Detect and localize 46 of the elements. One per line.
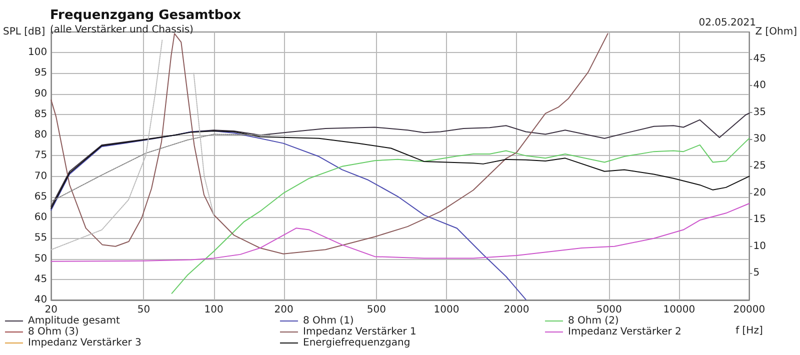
x-tick-label: 200 [274,304,294,316]
legend-label: Amplitude gesamt [28,316,120,326]
y2-tick-label: 25 [753,160,766,172]
legend-label: Impedanz Verstärker 1 [303,326,416,338]
y2-tick-label: 35 [753,106,766,118]
y-tick-label: 95 [34,68,48,79]
legend-label: 8 Ohm (3) [28,326,79,338]
y2-tick-label: 5 [753,268,760,279]
legend-label: Energiefrequenzgang [303,338,410,348]
legend-label: 8 Ohm (2) [568,316,619,326]
legend-label: 8 Ohm (1) [303,316,354,326]
x-tick-label: 20 [44,304,58,316]
y-tick-label: 100 [28,47,48,58]
y-tick-label: 75 [34,150,48,162]
chart-title: Frequenzgang Gesamtbox [50,8,242,23]
x-tick-label: 2000 [504,304,530,316]
y-tick-label: 40 [34,294,48,306]
y2-tick-label: 40 [753,80,766,92]
y2-tick-label: 20 [753,187,766,198]
x-tick-label: 100 [204,304,224,316]
x-tick-label: 500 [366,304,386,316]
y-tick-label: 65 [34,191,48,202]
x-tick-label: 20000 [733,304,766,316]
y-tick-label: 45 [34,274,48,285]
y-tick-label: 60 [34,212,48,224]
y-tick-label: 70 [34,170,48,182]
x-axis-title: f [Hz] [736,326,763,336]
y2-tick-label: 45 [753,53,766,64]
y-tick-label: 85 [34,108,48,120]
y2-tick-label: 15 [753,214,766,226]
y-axis-title: SPL [dB] [3,26,46,38]
y-tick-label: 50 [34,253,48,264]
legend-label: Impedanz Verstärker 3 [28,338,142,348]
x-tick-label: 10000 [663,304,696,316]
x-tick-label: 5000 [596,304,622,316]
y2-tick-label: 30 [753,134,766,145]
y-tick-label: 90 [34,88,48,100]
x-tick-label: 50 [137,304,150,316]
legend-label: Impedanz Verstärker 2 [568,326,682,338]
y-tick-label: 80 [34,130,48,141]
y2-tick-label: 10 [753,240,766,252]
y2-axis-title: Z [Ohm] [755,26,798,38]
x-tick-label: 1000 [434,304,460,316]
text: 02.05.2021 [698,18,756,28]
chart-subtitle: (alle Verstärker und Chassis) [50,24,194,36]
y-tick-label: 55 [34,232,48,244]
